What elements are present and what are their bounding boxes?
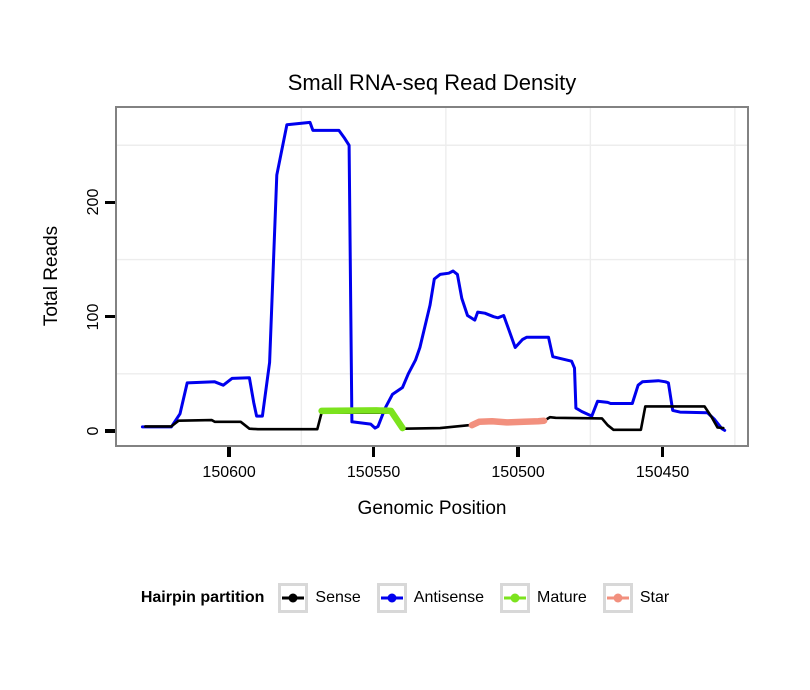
y-tick <box>105 429 115 433</box>
x-tick <box>227 447 231 457</box>
legend-item-sense: Sense <box>278 583 361 613</box>
series-star-line <box>468 417 548 429</box>
legend-item-antisense: Antisense <box>376 583 485 613</box>
legend-item-label: Sense <box>315 589 361 606</box>
series-antisense-line <box>140 120 727 432</box>
x-tick-label: 150550 <box>346 464 401 481</box>
y-tick <box>105 314 115 319</box>
legend-item-star: Star <box>602 583 670 613</box>
y-axis-title: Total Reads <box>41 225 62 327</box>
series-mature-line <box>318 407 406 432</box>
y-tick-label: 200 <box>85 189 102 216</box>
chart-title: Small RNA-seq Read Density <box>287 70 577 95</box>
y-tick-label: 0 <box>85 426 102 436</box>
x-tick-label: 150500 <box>491 464 545 481</box>
series-sense-line <box>143 405 725 432</box>
legend: Hairpin partition Sense Antisense Mature St… <box>0 580 810 616</box>
x-tick <box>660 447 665 457</box>
x-tick-label: 150450 <box>635 464 690 481</box>
x-tick <box>371 447 376 457</box>
y-tick-label: 100 <box>85 303 102 331</box>
legend-item-label: Mature <box>537 589 587 606</box>
y-tick <box>105 200 115 205</box>
x-axis-title: Genomic Position <box>357 498 507 519</box>
plot-svg <box>117 108 747 445</box>
legend-key-icon <box>376 583 407 613</box>
legend-items: Sense Antisense Mature Star <box>278 583 669 613</box>
legend-key-icon <box>500 583 531 613</box>
legend-item-label: Antisense <box>413 589 485 606</box>
legend-item-mature: Mature <box>500 583 587 613</box>
legend-title: Hairpin partition <box>140 589 265 606</box>
x-tick-label: 150600 <box>202 464 256 481</box>
x-tick <box>516 447 520 457</box>
legend-key-icon <box>278 583 309 613</box>
legend-item-label: Star <box>639 589 670 606</box>
plot-panel <box>115 106 749 447</box>
legend-key-icon <box>602 583 633 613</box>
